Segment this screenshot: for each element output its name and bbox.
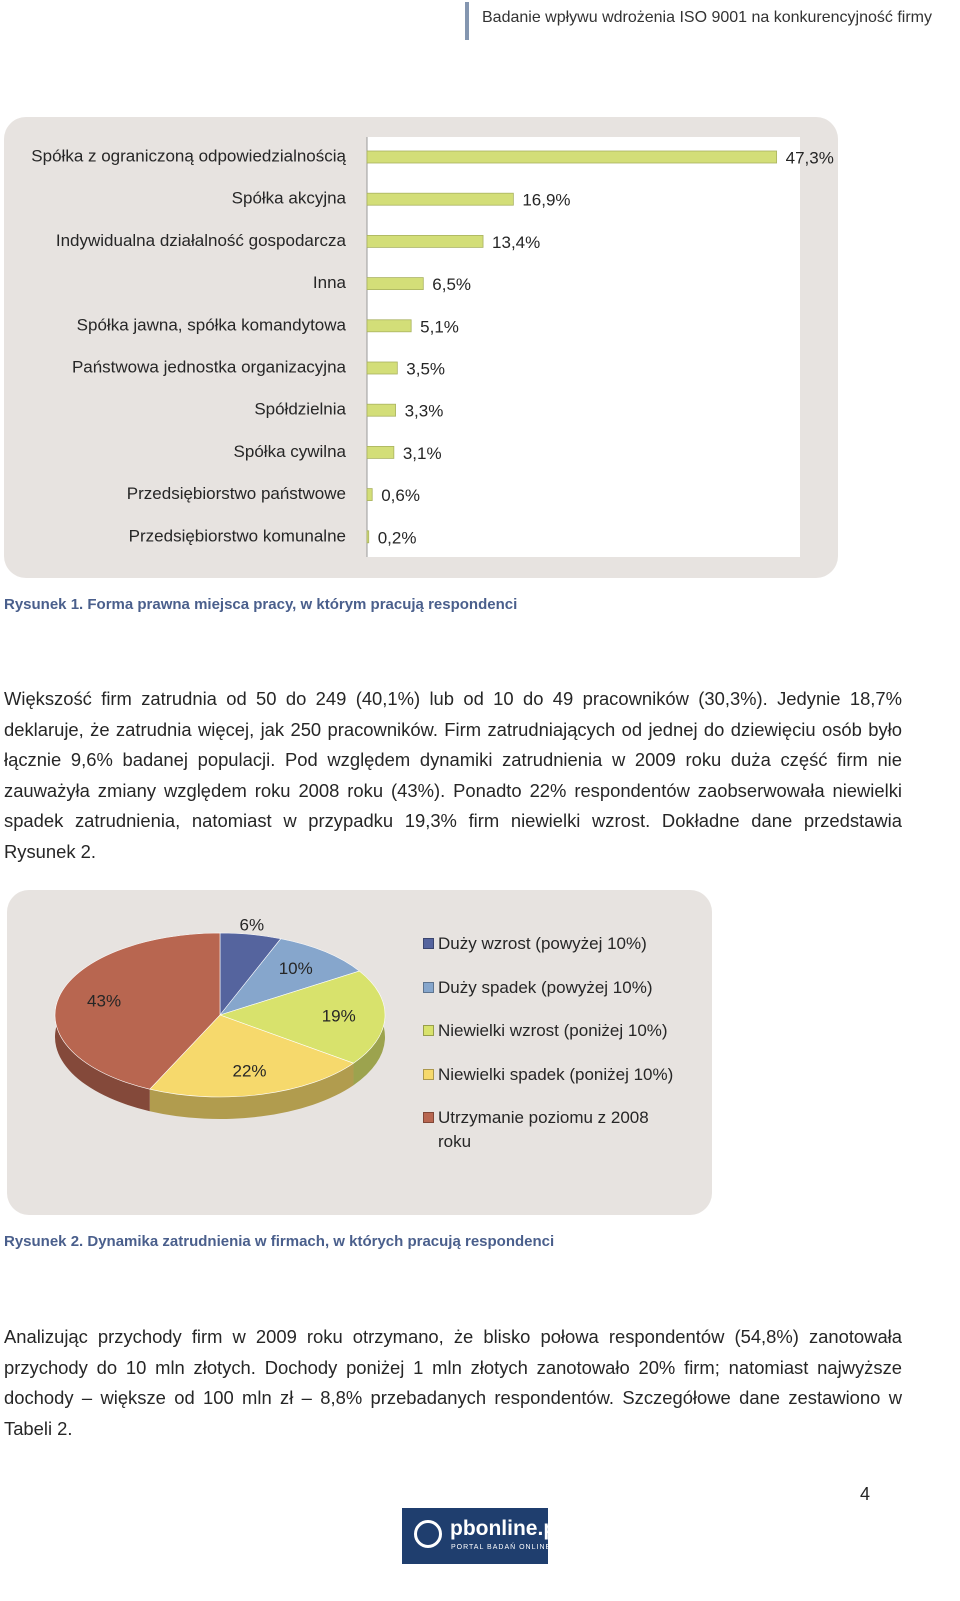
category-label: Spółka cywilna [234, 442, 347, 461]
value-label: 0,6% [381, 486, 420, 505]
header-title: Badanie wpływu wdrożenia ISO 9001 na kon… [482, 9, 933, 26]
slice-label: 43% [87, 992, 121, 1011]
value-label: 13,4% [492, 233, 540, 252]
legend-swatch [423, 1068, 434, 1080]
value-label: 6,5% [432, 275, 471, 294]
bar [366, 192, 514, 206]
bar [366, 445, 395, 459]
category-label: Inna [313, 273, 347, 292]
value-label: 3,3% [405, 402, 444, 421]
value-label: 3,1% [403, 444, 442, 463]
legend-swatch [423, 938, 434, 949]
category-label: Spółka akcyjna [232, 189, 347, 208]
value-label: 0,2% [378, 528, 417, 547]
slice-side [149, 1063, 354, 1119]
legend-label: Niewielki wzrost (poniżej 10%) [438, 1021, 668, 1040]
legend-label: Duży wzrost (powyżej 10%) [438, 934, 647, 953]
chart-box: Spółka z ograniczoną odpowiedzialnością 4… [4, 117, 838, 578]
slice-label: 19% [322, 1006, 356, 1025]
slice-label: 6% [240, 916, 265, 935]
slice [54, 932, 221, 1090]
caption: Rysunek 2. Dynamika zatrudnienia w firma… [4, 1233, 555, 1250]
category-label: Przedsiębiorstwo państwowe [127, 484, 346, 503]
bar [366, 530, 370, 544]
legend-label: Niewielki spadek (poniżej 10%) [438, 1064, 674, 1084]
category-label: Spółka z ograniczoną odpowiedzialnością [31, 146, 346, 165]
logo-tagline: PORTAL BADAŃ ONLINE [451, 1544, 552, 1551]
logo-icon [414, 1520, 442, 1548]
paragraph: Większość firm zatrudnia od 50 do 249 (4… [4, 688, 902, 862]
bar [366, 488, 373, 502]
bar [366, 150, 778, 164]
bar [366, 361, 398, 375]
bar [366, 235, 484, 248]
logo: pbonline.pl PORTAL BADAŃ ONLINE [402, 1508, 562, 1564]
chart-box: 6% 10% 19% 22% 43% [7, 890, 712, 1215]
category-label: Spółdzielnia [254, 400, 346, 419]
value-label: 47,3% [786, 148, 834, 167]
value-label: 3,5% [406, 359, 445, 378]
legend-swatch [423, 1112, 434, 1123]
category-label: Indywidualna działalność gospodarcza [56, 231, 347, 250]
paragraph: Analizując przychody firm w 2009 roku ot… [4, 1326, 902, 1439]
slice-label: 10% [279, 959, 313, 978]
value-label: 5,1% [420, 317, 459, 336]
legend-swatch [423, 981, 434, 993]
header-rule [465, 2, 469, 40]
bar [366, 403, 396, 417]
legend-swatch [423, 1025, 434, 1036]
value-label: 16,9% [522, 191, 570, 210]
category-label: Państwowa jednostka organizacyjna [72, 357, 347, 376]
plot-area [367, 137, 800, 557]
slice [219, 938, 360, 1016]
logo-name: pbonline.pl [450, 1517, 562, 1540]
caption: Rysunek 1. Forma prawna miejsca pracy, w… [4, 596, 518, 613]
category-label: Przedsiębiorstwo komunalne [129, 526, 346, 545]
legend-label: Duży spadek (powyżej 10%) [438, 977, 653, 997]
slice-label: 22% [233, 1062, 267, 1081]
bar-chart: Spółka z ograniczoną odpowiedzialnością 4… [31, 137, 834, 557]
slice [219, 970, 386, 1064]
pie-chart: 6% 10% 19% 22% 43% [54, 916, 386, 1119]
page-number: 4 [860, 1484, 871, 1504]
bar [366, 277, 424, 291]
legend-label: Utrzymanie poziomu z 2008 roku [438, 1108, 649, 1151]
category-label: Spółka jawna, spółka komandytowa [77, 315, 347, 334]
bar [366, 319, 412, 333]
